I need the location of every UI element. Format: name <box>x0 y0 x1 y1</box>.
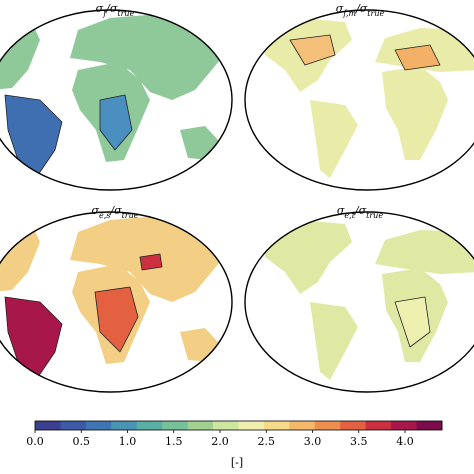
colorbar-frame <box>34 420 443 431</box>
colorbar-segment <box>416 421 443 430</box>
panel-title: σf,m/σtrue <box>336 2 385 18</box>
land <box>0 14 228 186</box>
map-frame <box>244 9 474 191</box>
colorbar-segment <box>340 421 367 430</box>
title-part: σ <box>337 204 345 217</box>
land <box>262 220 474 380</box>
map-panel: σe,s/σtrue <box>0 204 233 393</box>
panel-title: σe,s/σtrue <box>91 204 138 220</box>
colorbar-tick-label: 1.0 <box>119 435 137 448</box>
title-part: /σ <box>354 204 367 217</box>
title-part: true <box>367 9 384 18</box>
map-panel: σe,t/σtrue <box>244 204 474 393</box>
colorbar-segment <box>365 421 392 430</box>
colorbar-tick-label: 3.0 <box>304 435 322 448</box>
title-part: /σ <box>109 204 122 217</box>
colorbar-segment <box>85 421 112 430</box>
map-frame <box>0 211 233 393</box>
map-frame <box>244 211 474 393</box>
title-part: σ <box>336 2 344 15</box>
colorbar-tick-label: 3.5 <box>350 435 368 448</box>
title-part: σ <box>91 204 99 217</box>
colorbar-segment <box>35 421 61 430</box>
land <box>0 216 228 388</box>
colorbar-segment <box>136 421 163 430</box>
panel-title: σe,t/σtrue <box>337 204 383 220</box>
title-part: f,m <box>342 9 356 18</box>
title-part: true <box>366 211 383 220</box>
title-part: /σ <box>355 2 368 15</box>
map-panel: σf,m/σtrue <box>244 2 474 191</box>
colorbar-tick-label: 2.5 <box>258 435 276 448</box>
colorbar-segment <box>162 421 189 430</box>
panel-title: σf/σtrue <box>96 2 135 18</box>
title-part: true <box>122 211 139 220</box>
colorbar-segment <box>289 421 316 430</box>
colorbar-segment <box>263 421 290 430</box>
colorbar-tick-label: 0.0 <box>26 435 44 448</box>
colorbar-tick-label: 4.0 <box>396 435 414 448</box>
colorbar-segment <box>111 421 138 430</box>
title-part: /σ <box>105 2 118 15</box>
colorbar-segment <box>213 421 239 430</box>
colorbar-segment <box>187 421 214 430</box>
title-part: e,t <box>344 211 355 220</box>
colorbar-tick-label: 0.5 <box>73 435 91 448</box>
colorbar-segment <box>391 421 417 430</box>
colorbar: 0.0 0.5 1.0 1.5 2.0 2.5 3.0 3.5 4.0 <box>26 420 443 448</box>
colorbar-tick-label: 1.5 <box>165 435 183 448</box>
colorbar-segment <box>60 421 87 430</box>
colorbar-segment <box>238 421 265 430</box>
colorbar-tick-label: 2.0 <box>211 435 229 448</box>
colorbar-segment <box>314 421 341 430</box>
title-part: f <box>102 9 108 18</box>
colorbar-label: [-] <box>231 456 243 469</box>
map-frame <box>0 9 233 191</box>
title-part: σ <box>96 2 104 15</box>
land <box>262 18 474 178</box>
map-panel: σf/σtrue <box>0 2 233 191</box>
title-part: e,s <box>99 211 110 220</box>
title-part: true <box>117 9 134 18</box>
